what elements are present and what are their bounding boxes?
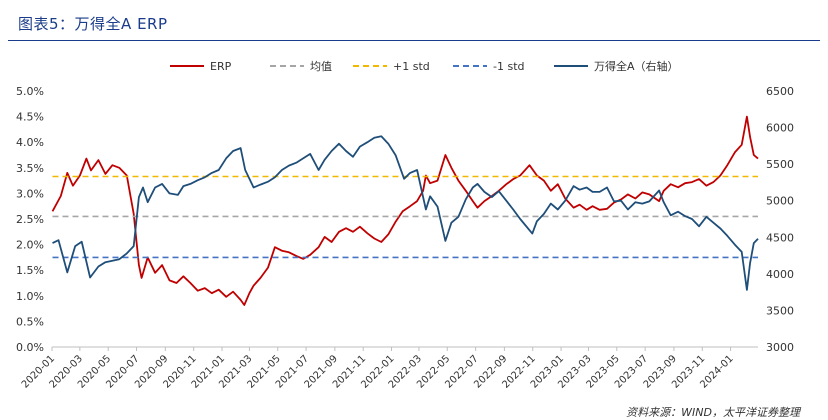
title-bar: 图表5：万得全A ERP: [0, 0, 828, 46]
y-right-tick-label: 5500: [766, 158, 794, 171]
series-line-index: [52, 135, 759, 291]
legend-label-erp: ERP: [210, 60, 232, 73]
y-right-tick-label: 3000: [766, 341, 794, 354]
legend-label-minus1: -1 std: [493, 60, 525, 73]
y-right-tick-label: 6500: [766, 85, 794, 98]
title-divider: [8, 40, 820, 41]
y-left-tick-label: 3.5%: [16, 162, 44, 175]
legend-label-plus1: +1 std: [393, 60, 430, 73]
y-right-tick-label: 6000: [766, 122, 794, 135]
y-left-tick-label: 0.0%: [16, 341, 44, 354]
y-left-tick-label: 1.5%: [16, 264, 44, 277]
y-left-tick-label: 2.5%: [16, 213, 44, 226]
y-right-tick-label: 5000: [766, 195, 794, 208]
chart-title: 图表5：万得全A ERP: [18, 15, 168, 33]
y-left-tick-label: 5.0%: [16, 85, 44, 98]
y-left-tick-label: 4.5%: [16, 111, 44, 124]
y-left-tick-label: 3.0%: [16, 187, 44, 200]
series-line-erp: [51, 115, 759, 306]
legend-label-index: 万得全A（右轴）: [594, 59, 679, 73]
y-left-tick-label: 2.0%: [16, 239, 44, 252]
source-note: 资料来源：WIND，太平洋证券整理: [626, 406, 800, 419]
y-right-tick-label: 4000: [766, 268, 794, 281]
y-left-tick-label: 0.5%: [16, 315, 44, 328]
y-left-tick-label: 4.0%: [16, 136, 44, 149]
y-right-tick-label: 3500: [766, 304, 794, 317]
y-left-tick-label: 1.0%: [16, 290, 44, 303]
legend-label-mean: 均值: [310, 60, 332, 73]
y-right-tick-label: 4500: [766, 231, 794, 244]
